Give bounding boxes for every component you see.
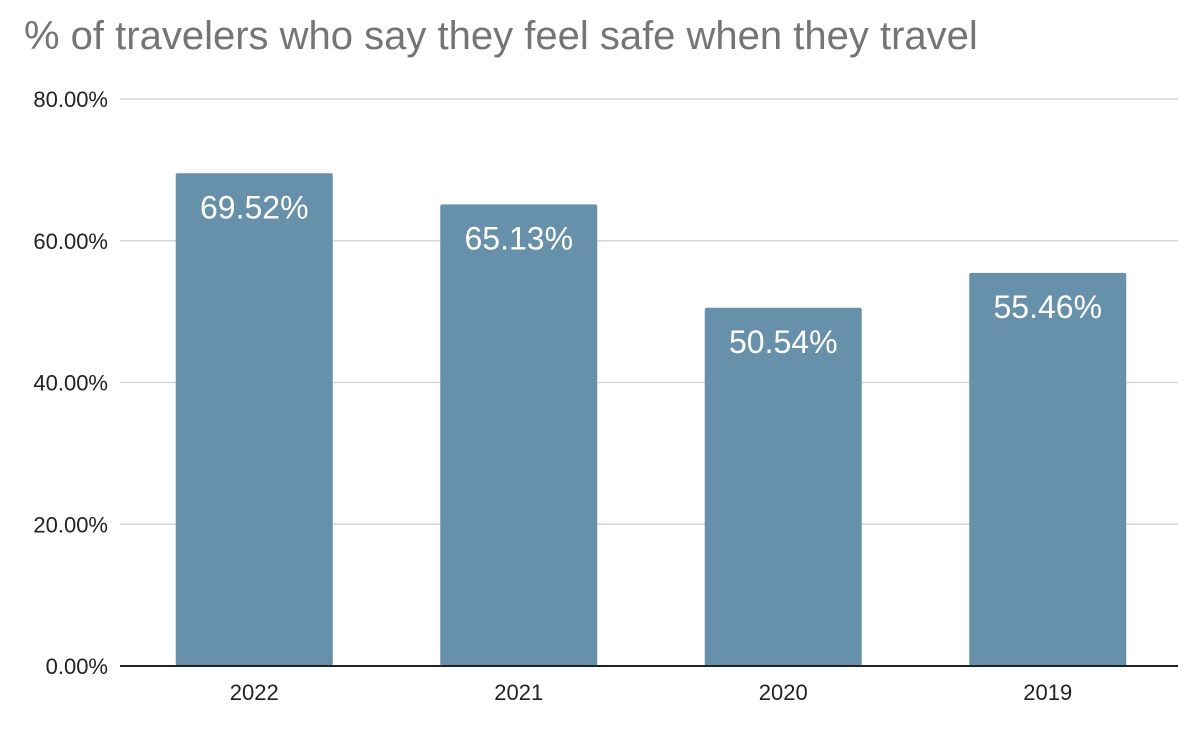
bar [969, 272, 1127, 666]
x-tick-label: 2021 [494, 680, 543, 705]
y-tick-label: 80.00% [33, 87, 108, 112]
y-tick-label: 0.00% [46, 654, 108, 679]
y-tick-label: 60.00% [33, 229, 108, 254]
y-tick-label: 40.00% [33, 371, 108, 396]
data-label: 50.54% [729, 324, 838, 360]
bar [440, 204, 598, 667]
data-label: 65.13% [464, 220, 573, 256]
data-label: 69.52% [200, 189, 309, 225]
bar [175, 173, 333, 667]
chart-title: % of travelers who say they feel safe wh… [24, 14, 978, 58]
data-label: 55.46% [993, 289, 1102, 325]
bar [704, 307, 862, 666]
y-tick-label: 20.00% [33, 512, 108, 537]
x-tick-label: 2019 [1023, 680, 1072, 705]
x-tick-label: 2022 [230, 680, 279, 705]
x-tick-label: 2020 [759, 680, 808, 705]
